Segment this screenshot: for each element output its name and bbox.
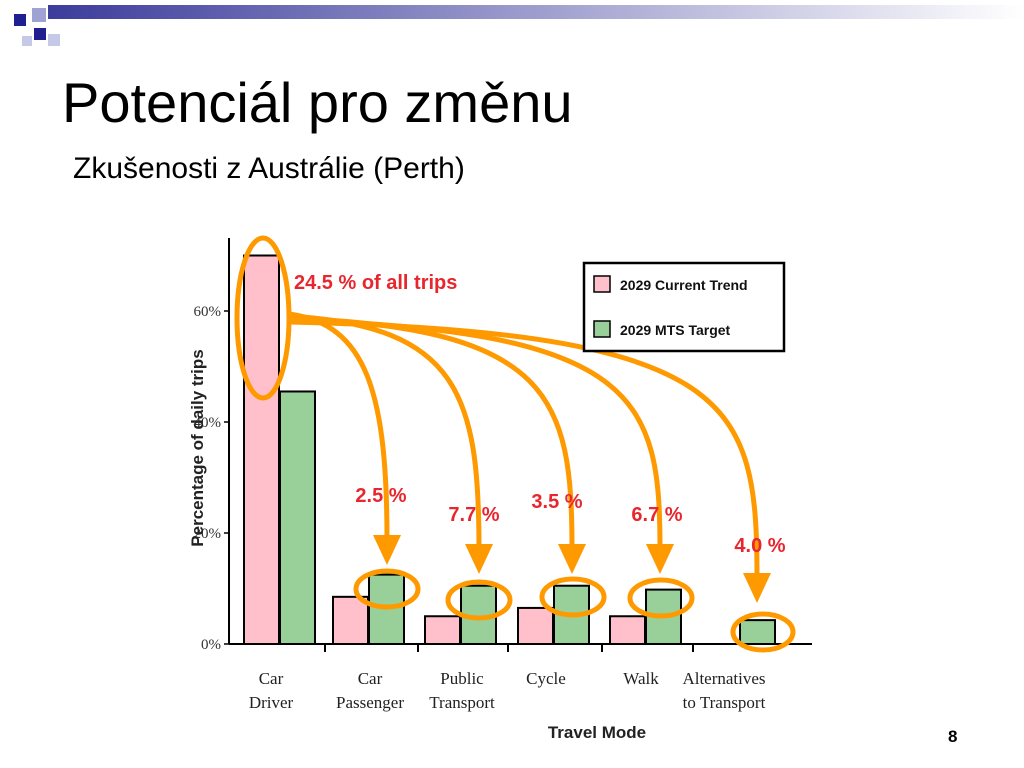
- highlight-ellipse-target: [353, 568, 421, 610]
- deco-square: [22, 36, 32, 46]
- x-tick-label: Car: [259, 669, 284, 688]
- legend-swatch: [593, 320, 611, 338]
- annotation-shift: 3.5 %: [531, 491, 582, 513]
- x-tick-label: Alternatives: [682, 669, 765, 688]
- annotation-shift: 2.5 %: [355, 485, 406, 507]
- bar-current-trend: [243, 254, 280, 645]
- x-tick-label: Driver: [249, 693, 294, 712]
- x-tick-label: Transport: [429, 693, 495, 712]
- slide-title: Potenciál pro změnu: [62, 71, 573, 134]
- legend-swatch: [593, 275, 611, 293]
- highlight-ellipse-target: [730, 611, 796, 653]
- legend-label: 2029 Current Trend: [620, 277, 748, 293]
- highlight-ellipse-target: [627, 577, 695, 619]
- shift-arrow: [288, 319, 760, 579]
- x-tick-label: Cycle: [526, 669, 566, 688]
- annotation-total: 24.5 % of all trips: [294, 272, 457, 294]
- bar-mts-target: [739, 619, 776, 646]
- bar-current-trend: [609, 615, 646, 645]
- shift-arrowhead: [558, 544, 586, 574]
- shift-arrow: [288, 315, 575, 550]
- deco-square: [32, 8, 46, 22]
- x-tick-label: Public: [440, 669, 484, 688]
- y-tick-label: 0%: [201, 637, 221, 653]
- shift-arrowhead: [373, 535, 401, 565]
- annotation-shift: 6.7 %: [631, 504, 682, 526]
- bar-current-trend: [517, 606, 554, 645]
- x-tick-label: to Transport: [683, 693, 766, 712]
- bar-mts-target: [279, 390, 316, 645]
- x-axis-title: Travel Mode: [548, 723, 646, 742]
- page-number: 8: [948, 727, 958, 746]
- header-gradient-bar: [48, 5, 1024, 19]
- highlight-ellipse-target: [445, 579, 513, 621]
- highlight-ellipse-target: [539, 576, 607, 618]
- shift-arrowhead: [646, 544, 674, 574]
- annotation-shift: 7.7 %: [448, 504, 499, 526]
- y-axis-title: Percentage of daily trips: [188, 349, 207, 546]
- annotation-shift: 4.0 %: [734, 535, 785, 557]
- deco-square: [14, 14, 26, 26]
- y-tick-label: 20%: [194, 526, 222, 542]
- y-tick-label: 60%: [194, 304, 222, 320]
- deco-square: [48, 34, 60, 46]
- slide-subtitle: Zkušenosti z Austrálie (Perth): [73, 152, 465, 185]
- bar-current-trend: [332, 595, 369, 646]
- shift-arrowhead: [465, 544, 493, 574]
- x-tick-label: Walk: [623, 669, 659, 688]
- legend-label: 2029 MTS Target: [620, 322, 731, 338]
- y-tick-label: 40%: [194, 415, 222, 431]
- legend-box: [582, 261, 786, 353]
- shift-arrowhead: [743, 573, 771, 603]
- bar-current-trend: [424, 615, 461, 645]
- deco-square: [34, 28, 46, 40]
- x-tick-label: Car: [358, 669, 383, 688]
- title-decoration: [14, 5, 1024, 46]
- x-tick-label: Passenger: [336, 693, 404, 712]
